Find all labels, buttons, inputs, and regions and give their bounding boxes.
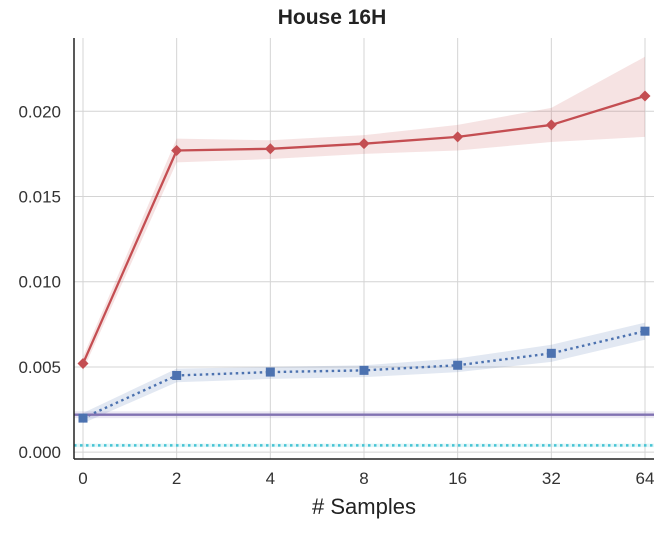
data-point	[78, 413, 88, 423]
x-tick-label: 16	[448, 469, 467, 488]
x-tick-label: 64	[636, 469, 655, 488]
data-point	[545, 119, 557, 131]
x-tick-label: 0	[78, 469, 87, 488]
data-point	[172, 370, 182, 380]
grid-lines	[74, 38, 654, 459]
data-point	[640, 326, 650, 336]
data-point	[171, 144, 183, 156]
series-markers	[77, 90, 651, 423]
confidence-band-0	[83, 56, 645, 371]
data-point	[359, 365, 369, 375]
data-point	[639, 90, 651, 102]
data-point	[77, 358, 89, 370]
y-tick-label: 0.010	[18, 273, 61, 292]
y-tick-label: 0.005	[18, 358, 61, 377]
data-point	[265, 367, 275, 377]
y-tick-label: 0.015	[18, 188, 61, 207]
x-tick-label: 32	[542, 469, 561, 488]
x-tick-label: 2	[172, 469, 181, 488]
data-point	[452, 131, 464, 143]
x-tick-label: 4	[266, 469, 275, 488]
x-tick-label: 8	[359, 469, 368, 488]
x-axis-label: # Samples	[312, 494, 416, 519]
data-point	[546, 348, 556, 358]
data-point	[264, 143, 276, 155]
data-point	[453, 360, 463, 370]
axes	[73, 38, 654, 460]
chart-title: House 16H	[277, 6, 387, 29]
tick-labels: 0 2 4 8 16 32 64 0.000 0.005 0.010 0.015 0.020	[18, 102, 654, 488]
data-point	[358, 138, 370, 150]
y-tick-label: 0.020	[18, 102, 61, 121]
y-tick-label: 0.000	[18, 443, 61, 462]
